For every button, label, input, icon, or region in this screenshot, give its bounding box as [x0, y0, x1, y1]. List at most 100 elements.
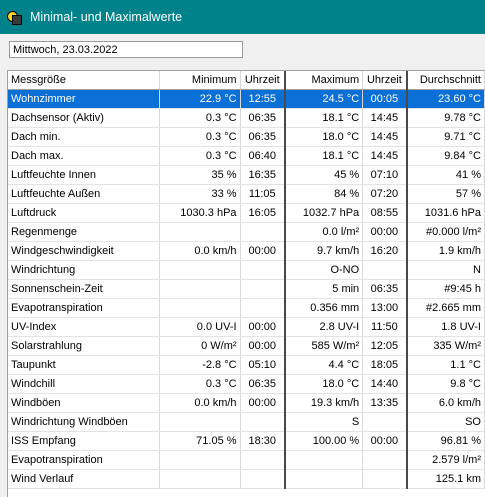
table-row[interactable]: Luftfeuchte Innen 35 % 16:35 45 % 07:10 41 %: [8, 165, 485, 185]
cell-min-time: 06:35: [240, 374, 286, 394]
cell-average: 9.84 °C: [406, 146, 485, 166]
table-row[interactable]: ISS Empfang 71.05 % 18:30 100.00 % 00:00 96.8…: [8, 431, 485, 451]
cell-name: Dach min.: [8, 127, 160, 147]
cell-max-time: 14:45: [362, 146, 408, 166]
cell-average: 9.71 °C: [406, 127, 485, 147]
table-row[interactable]: Dach min. 0.3 °C 06:35 18.0 °C 14:45 9.71 °C: [8, 127, 485, 147]
date-field[interactable]: Mittwoch, 23.03.2022: [9, 41, 243, 58]
cell-max-time: 08:55: [362, 203, 408, 223]
table-row[interactable]: Solarstrahlung 0 W/m² 00:00 585 W/m² 12:05 33…: [8, 336, 485, 356]
cell-average: 9.78 °C: [406, 108, 485, 128]
title-bar: Minimal- und Maximalwerte: [0, 0, 485, 34]
cell-minimum: 0.0 km/h: [159, 393, 241, 413]
table-row[interactable]: Windchill 0.3 °C 06:35 18.0 °C 14:40 9.8 °C: [8, 374, 485, 394]
cell-average: 1.1 °C: [406, 355, 485, 375]
cell-max-time: [362, 450, 408, 470]
cell-maximum: 18.0 °C: [284, 374, 364, 394]
cell-average: 9.8 °C: [406, 374, 485, 394]
table-row[interactable]: Windböen 0.0 km/h 00:00 19.3 km/h 13:35 6.0 k…: [8, 393, 485, 413]
cell-average: 335 W/m²: [406, 336, 485, 356]
values-grid[interactable]: Messgröße Minimum Uhrzeit Maximum Uhrzei…: [7, 70, 485, 497]
cell-min-time: 00:00: [240, 317, 286, 337]
app-icon[interactable]: [6, 9, 22, 25]
cell-max-time: [362, 260, 408, 280]
cell-minimum: 71.05 %: [159, 431, 241, 451]
cell-min-time: 16:05: [240, 203, 286, 223]
cell-average: N: [406, 260, 485, 280]
table-row[interactable]: Dachsensor (Aktiv) 0.3 °C 06:35 18.1 °C 14:4…: [8, 108, 485, 128]
table-row[interactable]: Windgeschwindigkeit 0.0 km/h 00:00 9.7 km/h…: [8, 241, 485, 261]
cell-name: ISS Empfang: [8, 431, 160, 451]
cell-average: 96.81 %: [406, 431, 485, 451]
cell-maximum: 0.0 l/m²: [284, 222, 364, 242]
table-row[interactable]: Luftdruck 1030.3 hPa 16:05 1032.7 hPa 08:55 1…: [8, 203, 485, 223]
cell-minimum: [159, 222, 241, 242]
cell-name: UV-Index: [8, 317, 160, 337]
cell-max-time: [362, 412, 408, 432]
cell-min-time: 00:00: [240, 393, 286, 413]
cell-average: #9:45 h: [406, 279, 485, 299]
cell-maximum: 100.00 %: [284, 431, 364, 451]
cell-name: Dachsensor (Aktiv): [8, 108, 160, 128]
table-row[interactable]: Luftfeuchte Außen 33 % 11:05 84 % 07:20 57 %: [8, 184, 485, 204]
cell-average: #2.665 mm: [406, 298, 485, 318]
cell-min-time: [240, 279, 286, 299]
col-header-minimum[interactable]: Minimum: [159, 71, 241, 90]
cell-average: #0.000 l/m²: [406, 222, 485, 242]
cell-name: Sonnenschein-Zeit: [8, 279, 160, 299]
cell-min-time: 05:10: [240, 355, 286, 375]
table-row[interactable]: Evapotranspiration 0.356 mm 13:00 #2.665 mm: [8, 298, 485, 318]
cell-name: Taupunkt: [8, 355, 160, 375]
cell-maximum: 585 W/m²: [284, 336, 364, 356]
cell-name: Luftdruck: [8, 203, 160, 223]
col-header-messgroesse[interactable]: Messgröße: [8, 71, 160, 90]
cell-name: Windböen: [8, 393, 160, 413]
cell-min-time: [240, 412, 286, 432]
cell-maximum: [284, 450, 364, 470]
cell-minimum: 0.3 °C: [159, 146, 241, 166]
cell-minimum: [159, 450, 241, 470]
cell-max-time: 18:05: [362, 355, 408, 375]
cell-min-time: 16:35: [240, 165, 286, 185]
cell-max-time: 11:50: [362, 317, 408, 337]
cell-name: Windchill: [8, 374, 160, 394]
cell-max-time: 13:35: [362, 393, 408, 413]
table-row[interactable]: Dach max. 0.3 °C 06:40 18.1 °C 14:45 9.84 °C: [8, 146, 485, 166]
table-row[interactable]: Taupunkt -2.8 °C 05:10 4.4 °C 18:05 1.1 °C: [8, 355, 485, 375]
cell-max-time: 12:05: [362, 336, 408, 356]
table-row[interactable]: Sonnenschein-Zeit 5 min 06:35 #9:45 h: [8, 279, 485, 299]
col-header-min-time[interactable]: Uhrzeit: [240, 71, 286, 90]
cell-minimum: 33 %: [159, 184, 241, 204]
cell-max-time: 00:05: [362, 89, 408, 109]
cell-min-time: [240, 469, 286, 489]
cell-max-time: 00:00: [362, 222, 408, 242]
cell-min-time: 11:05: [240, 184, 286, 204]
cell-maximum: 45 %: [284, 165, 364, 185]
cell-max-time: 14:45: [362, 127, 408, 147]
cell-maximum: 18.1 °C: [284, 146, 364, 166]
cell-minimum: 0.0 km/h: [159, 241, 241, 261]
cell-average: 57 %: [406, 184, 485, 204]
table-row[interactable]: Regenmenge 0.0 l/m² 00:00 #0.000 l/m²: [8, 222, 485, 242]
table-row[interactable]: Wohnzimmer 22.9 °C 12:55 24.5 °C 00:05 23.60 …: [8, 89, 485, 109]
table-row[interactable]: Evapotranspiration 2.579 l/m²: [8, 450, 485, 470]
cell-maximum: 2.8 UV-I: [284, 317, 364, 337]
col-header-average[interactable]: Durchschnitt: [406, 71, 485, 90]
cell-maximum: S: [284, 412, 364, 432]
header-row: Messgröße Minimum Uhrzeit Maximum Uhrzei…: [8, 71, 485, 90]
col-header-maximum[interactable]: Maximum: [284, 71, 364, 90]
table-row[interactable]: Windrichtung Windböen S SO: [8, 412, 485, 432]
col-header-max-time[interactable]: Uhrzeit: [362, 71, 408, 90]
cell-min-time: 06:35: [240, 127, 286, 147]
cell-name: Windrichtung Windböen: [8, 412, 160, 432]
table-row[interactable]: UV-Index 0.0 UV-I 00:00 2.8 UV-I 11:50 1.8 UV…: [8, 317, 485, 337]
cell-min-time: 06:35: [240, 108, 286, 128]
table-row[interactable]: Wind Verlauf 125.1 km: [8, 469, 485, 489]
cell-min-time: [240, 298, 286, 318]
cell-name: Wind Verlauf: [8, 469, 160, 489]
cell-minimum: [159, 279, 241, 299]
cell-max-time: [362, 469, 408, 489]
cell-name: Luftfeuchte Außen: [8, 184, 160, 204]
cell-maximum: 18.0 °C: [284, 127, 364, 147]
table-row[interactable]: Windrichtung O-NO N: [8, 260, 485, 280]
